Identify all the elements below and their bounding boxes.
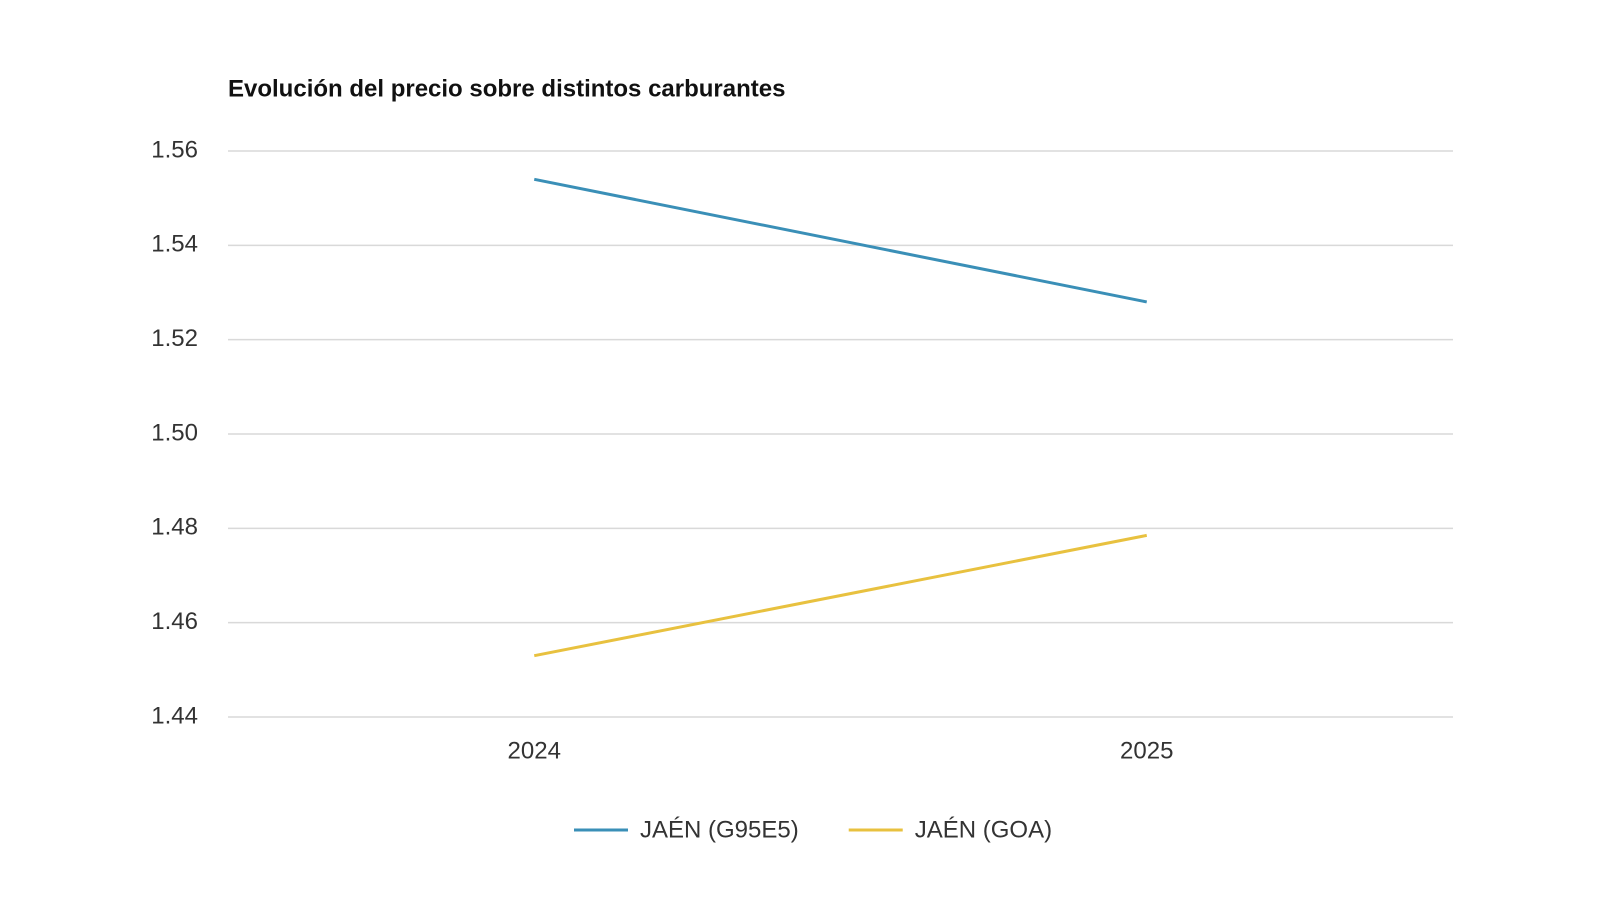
- y-tick-label: 1.54: [151, 231, 198, 258]
- series-line: [533, 177, 1148, 304]
- series-line: [533, 533, 1148, 658]
- chart-title: Evolución del precio sobre distintos car…: [228, 75, 785, 102]
- x-tick-label: 2025: [1120, 737, 1173, 764]
- y-tick-label: 1.44: [151, 702, 198, 729]
- y-tick-label: 1.48: [151, 514, 198, 541]
- legend-label: JAÉN (G95E5): [640, 816, 799, 843]
- y-tick-label: 1.50: [151, 419, 198, 446]
- y-tick-label: 1.52: [151, 325, 198, 352]
- y-tick-label: 1.46: [151, 608, 198, 635]
- x-tick-label: 2024: [508, 737, 561, 764]
- y-tick-label: 1.56: [151, 136, 198, 163]
- legend-label: JAÉN (GOA): [915, 816, 1052, 843]
